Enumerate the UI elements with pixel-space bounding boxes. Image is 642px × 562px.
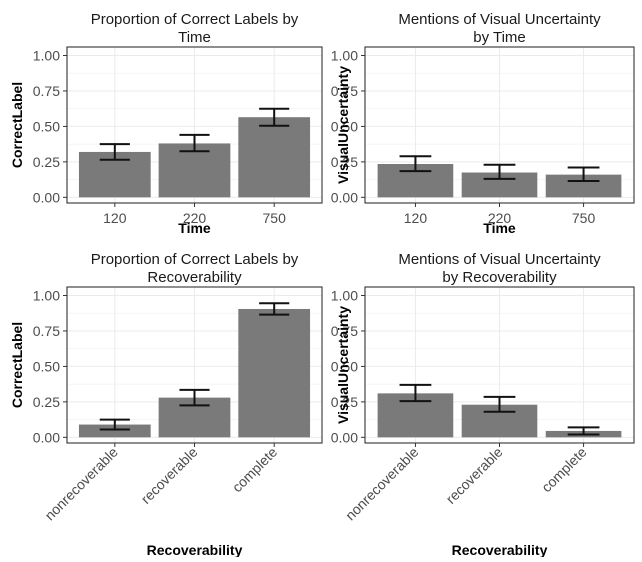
y-tick-label: 0.75 (331, 83, 358, 99)
y-tick-label: 0.50 (331, 118, 358, 134)
y-tick-label: 0.75 (33, 323, 60, 339)
chart-title-line: Mentions of Visual Uncertainty (398, 11, 601, 28)
chart-title-line: Recoverability (147, 269, 242, 286)
y-tick-label: 0.25 (33, 154, 60, 170)
y-axis-title: VisualUncertainty (335, 306, 351, 424)
y-tick-label: 0.00 (331, 429, 358, 445)
chart-panel-3: Proportion of Correct Labels byRecoverab… (9, 251, 323, 558)
y-tick-label: 0.50 (33, 118, 60, 134)
x-tick-label: 220 (488, 210, 512, 226)
x-axis-title: Recoverability (147, 542, 243, 557)
y-tick-label: 0.50 (331, 358, 358, 374)
x-tick-label: recoverable (443, 444, 506, 507)
x-tick-label: 750 (263, 210, 287, 226)
y-tick-label: 1.00 (33, 288, 60, 304)
x-tick-label: recoverable (138, 444, 201, 507)
y-tick-label: 0.75 (331, 323, 358, 339)
x-tick-label: 120 (404, 210, 428, 226)
bar (158, 143, 231, 198)
y-tick-label: 0.25 (331, 154, 358, 170)
chart-panel-1: Proportion of Correct Labels byTime0.000… (9, 11, 323, 236)
x-tick-label: 120 (103, 210, 127, 226)
x-axis-title: Recoverability (452, 542, 548, 557)
y-tick-label: 1.00 (331, 48, 358, 64)
x-tick-label: complete (538, 444, 590, 496)
chart-title-line: Mentions of Visual Uncertainty (398, 251, 601, 268)
y-tick-label: 1.00 (33, 48, 60, 64)
chart-title-line: Proportion of Correct Labels by (91, 11, 299, 28)
x-tick-label: complete (229, 444, 281, 496)
y-tick-label: 0.00 (33, 429, 60, 445)
y-tick-label: 0.75 (33, 83, 60, 99)
y-tick-label: 0.50 (33, 358, 60, 374)
bar (238, 308, 311, 438)
chart-title-line: Time (178, 29, 211, 46)
x-tick-label: nonrecoverable (342, 444, 422, 524)
y-tick-label: 0.25 (33, 394, 60, 410)
x-axis-title: Time (483, 220, 516, 236)
x-tick-label: 220 (183, 210, 207, 226)
bar (238, 117, 311, 198)
x-tick-label: 750 (572, 210, 596, 226)
x-tick-label: nonrecoverable (41, 444, 121, 524)
x-axis-title: Time (178, 220, 211, 236)
y-axis-title: CorrectLabel (9, 322, 25, 408)
y-tick-label: 0.00 (331, 189, 358, 205)
y-tick-label: 0.25 (331, 394, 358, 410)
y-axis-title: CorrectLabel (9, 82, 25, 168)
y-axis-title: VisualUncertainty (335, 66, 351, 184)
chart-title-line: by Recoverability (442, 269, 557, 286)
bar (545, 174, 622, 198)
chart-title-line: Proportion of Correct Labels by (91, 251, 299, 268)
y-tick-label: 1.00 (331, 288, 358, 304)
y-tick-label: 0.00 (33, 189, 60, 205)
bar (78, 424, 151, 438)
chart-title-line: by Time (473, 29, 526, 46)
